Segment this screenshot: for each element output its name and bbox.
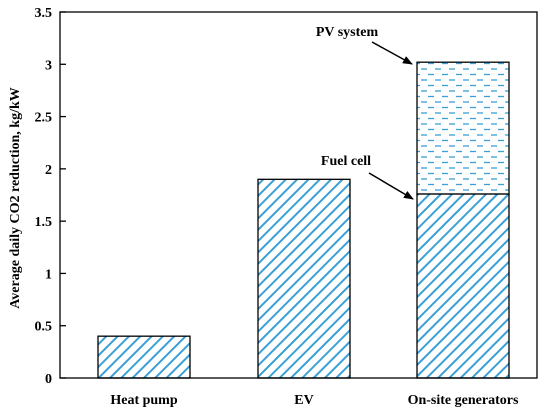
y-tick-label-5: 2.5: [35, 111, 53, 126]
bar-pv-2: [416, 61, 510, 195]
bar-base-0: [97, 335, 191, 379]
y-tick-label-0: 0: [45, 372, 52, 387]
plot-frame: [59, 11, 538, 379]
plot-area: 0 0.5 1 1.5 2 2.5 3 3.5 Heat pump EV On-site gener…: [35, 6, 538, 408]
y-axis-title: Average daily CO2 reduction, kg/kW: [8, 87, 23, 309]
annotation-label-0: PV system: [316, 25, 379, 40]
y-tick-label-1: 0.5: [35, 320, 53, 335]
y-tick-label-3: 1.5: [35, 215, 53, 230]
annotation-arrow-1: [368, 172, 414, 200]
y-tick-label-2: 1: [45, 267, 52, 282]
bar-base-1: [257, 178, 351, 379]
y-tick-label-6: 3: [45, 58, 52, 73]
annotation-arrow-0: [371, 41, 413, 65]
annotation-label-1: Fuel cell: [321, 154, 371, 169]
y-tick-label-7: 3.5: [35, 6, 53, 21]
x-category-label-1: EV: [294, 393, 313, 408]
y-tick-label-4: 2: [45, 163, 52, 178]
x-category-label-0: Heat pump: [110, 393, 178, 408]
x-category-label-2: On-site generators: [408, 393, 519, 408]
bar-base-2: [416, 193, 510, 379]
